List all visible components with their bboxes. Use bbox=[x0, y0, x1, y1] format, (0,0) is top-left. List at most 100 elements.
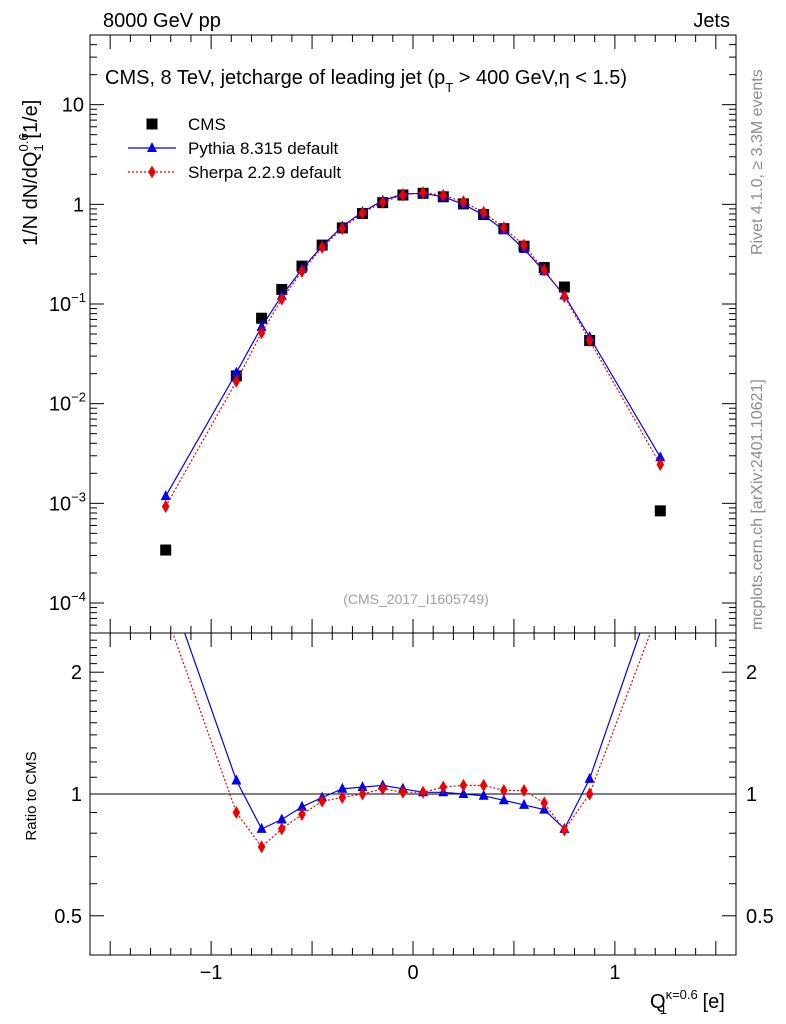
pythia-8-315-default-point bbox=[256, 320, 267, 331]
cms-point bbox=[558, 281, 570, 293]
legend-item: CMS bbox=[146, 115, 226, 134]
sherpa-2-2-9-default-point bbox=[277, 292, 286, 306]
header-left: 8000 GeV pp bbox=[103, 10, 221, 32]
sherpa-2-2-9-default-point bbox=[161, 499, 170, 513]
sherpa-2-2-9-default-point bbox=[419, 186, 427, 200]
legend-marker bbox=[148, 165, 156, 179]
analysis-tag: (CMS_2017_I1605749) bbox=[343, 591, 489, 607]
sherpa-2-2-9-default-point bbox=[318, 240, 326, 254]
legend-item: Pythia 8.315 default bbox=[128, 139, 339, 158]
sherpa-2-2-9-default-point bbox=[585, 334, 594, 348]
pythia-8-315-default-ratio-point bbox=[296, 800, 307, 811]
cms-point bbox=[654, 505, 666, 517]
sherpa-2-2-9-default-ratio-point bbox=[338, 791, 347, 805]
sherpa-2-2-9-default-ratio-point bbox=[459, 778, 468, 792]
sherpa-2-2-9-default-point bbox=[298, 264, 306, 278]
sherpa-2-2-9-default-point bbox=[399, 188, 407, 202]
y-tick-label: 1 bbox=[73, 194, 84, 216]
sherpa-2-2-9-default-point bbox=[257, 326, 266, 340]
series-diamond bbox=[161, 186, 665, 513]
sherpa-2-2-9-default-point bbox=[540, 263, 549, 277]
x-tick-label: 1 bbox=[609, 962, 620, 984]
pythia-8-315-default-ratio-point bbox=[256, 822, 267, 833]
sherpa-2-2-9-default-ratio-point bbox=[378, 782, 387, 796]
sherpa-2-2-9-default-ratio-point bbox=[232, 806, 241, 820]
sherpa-2-2-9-default-ratio-point bbox=[439, 780, 448, 794]
ratio-y-axis-title: Ratio to CMS bbox=[23, 751, 40, 840]
pythia-8-315-default-point bbox=[160, 490, 171, 501]
sherpa-2-2-9-default-point bbox=[479, 205, 488, 219]
pythia-8-315-default-line bbox=[165, 192, 661, 497]
ratio-tick-label: 1 bbox=[746, 784, 757, 806]
y-tick-label: 10−2 bbox=[49, 390, 86, 416]
sherpa-2-2-9-default-point bbox=[232, 374, 241, 388]
ratio-panel: 2 2 1 1 0.5 0.5 bbox=[54, 632, 774, 956]
main-series bbox=[160, 186, 666, 556]
ratio-series-diamond bbox=[172, 633, 652, 854]
pythia-8-315-default-ratio-point bbox=[584, 772, 595, 783]
pythia-8-315-default-ratio-line bbox=[184, 633, 641, 830]
sherpa-2-2-9-default-point bbox=[656, 458, 665, 472]
sherpa-2-2-9-default-point bbox=[500, 221, 508, 235]
pythia-8-315-default-ratio-point bbox=[458, 788, 469, 798]
plot-title: CMS, 8 TeV, jetcharge of leading jet (pT… bbox=[105, 67, 627, 95]
legend-marker bbox=[147, 142, 157, 152]
ratio-tick-label: 2 bbox=[71, 662, 82, 684]
cms-point bbox=[160, 544, 172, 556]
x-axis-title: Qκ=0.6 1 [e] bbox=[650, 987, 725, 1017]
mcplots-label: mcplots.cern.ch [arXiv:2401.10621] bbox=[749, 379, 766, 630]
ratio-tick-label: 0.5 bbox=[54, 906, 82, 928]
sherpa-2-2-9-default-ratio-point bbox=[585, 787, 594, 801]
pythia-8-315-default-ratio-point bbox=[357, 781, 368, 792]
sherpa-2-2-9-default-ratio-point bbox=[520, 784, 528, 798]
cms-point bbox=[276, 283, 288, 295]
legend-label: CMS bbox=[188, 115, 226, 134]
sherpa-2-2-9-default-ratio-point bbox=[419, 785, 427, 799]
y-tick-label: 10−1 bbox=[49, 290, 86, 316]
sherpa-2-2-9-default-ratio-point bbox=[358, 787, 367, 801]
pythia-8-315-default-ratio-point bbox=[478, 789, 489, 800]
legend-label: Sherpa 2.2.9 default bbox=[188, 163, 341, 182]
rivet-label: Rivet 4.1.0, ≥ 3.3M events bbox=[749, 69, 766, 255]
ratio-series bbox=[172, 633, 652, 854]
sherpa-2-2-9-default-ratio-point bbox=[500, 784, 508, 798]
sherpa-2-2-9-default-ratio-point bbox=[298, 807, 306, 821]
sherpa-2-2-9-default-ratio-point bbox=[540, 796, 549, 810]
ratio-axis-ticks: 2 2 1 1 0.5 0.5 bbox=[54, 632, 774, 956]
main-panel: 10 1 10−1 10−2 10−3 10−4 CMS, 8 TeV, jetcharg… bbox=[49, 34, 737, 634]
sherpa-2-2-9-default-point bbox=[459, 195, 468, 209]
cms-point bbox=[256, 312, 268, 324]
main-frame bbox=[89, 34, 737, 634]
sherpa-2-2-9-default-ratio-line bbox=[172, 633, 652, 848]
x-tick-label: 0 bbox=[407, 962, 418, 984]
sherpa-2-2-9-default-point bbox=[378, 195, 387, 209]
header-right: Jets bbox=[693, 10, 730, 32]
main-axis-ticks: 10 1 10−1 10−2 10−3 10−4 bbox=[49, 34, 737, 634]
sherpa-2-2-9-default-point bbox=[560, 289, 569, 303]
pythia-8-315-default-ratio-point bbox=[498, 794, 509, 805]
ratio-tick-label: 1 bbox=[71, 784, 82, 806]
legend-label: Pythia 8.315 default bbox=[188, 139, 339, 158]
ratio-tick-label: 0.5 bbox=[746, 906, 774, 928]
sherpa-2-2-9-default-point bbox=[520, 238, 528, 252]
sherpa-2-2-9-default-ratio-point bbox=[318, 794, 326, 808]
x-tick-label: −1 bbox=[200, 962, 223, 984]
sherpa-2-2-9-default-point bbox=[439, 188, 448, 202]
sherpa-2-2-9-default-ratio-point bbox=[257, 840, 266, 854]
legend-marker bbox=[146, 118, 158, 130]
sherpa-2-2-9-default-point bbox=[358, 206, 367, 220]
pythia-8-315-default-ratio-point bbox=[276, 813, 287, 824]
sherpa-2-2-9-default-ratio-point bbox=[479, 778, 488, 792]
y-tick-label: 10 bbox=[62, 95, 84, 117]
legend: CMS Pythia 8.315 default Sherpa 2.2.9 defa… bbox=[128, 115, 341, 182]
y-axis-title: 1/N dN/dQ0.61 [1/e] bbox=[16, 100, 46, 246]
sherpa-2-2-9-default-ratio-point bbox=[560, 823, 569, 837]
y-tick-label: 10−4 bbox=[49, 589, 86, 615]
sherpa-2-2-9-default-ratio-point bbox=[277, 822, 286, 836]
sherpa-2-2-9-default-point bbox=[338, 222, 347, 236]
ratio-tick-label: 2 bbox=[746, 662, 757, 684]
x-tick-labels: −1 0 1 bbox=[200, 962, 621, 984]
sherpa-2-2-9-default-ratio-point bbox=[399, 785, 407, 799]
pythia-8-315-default-ratio-point bbox=[337, 782, 348, 793]
